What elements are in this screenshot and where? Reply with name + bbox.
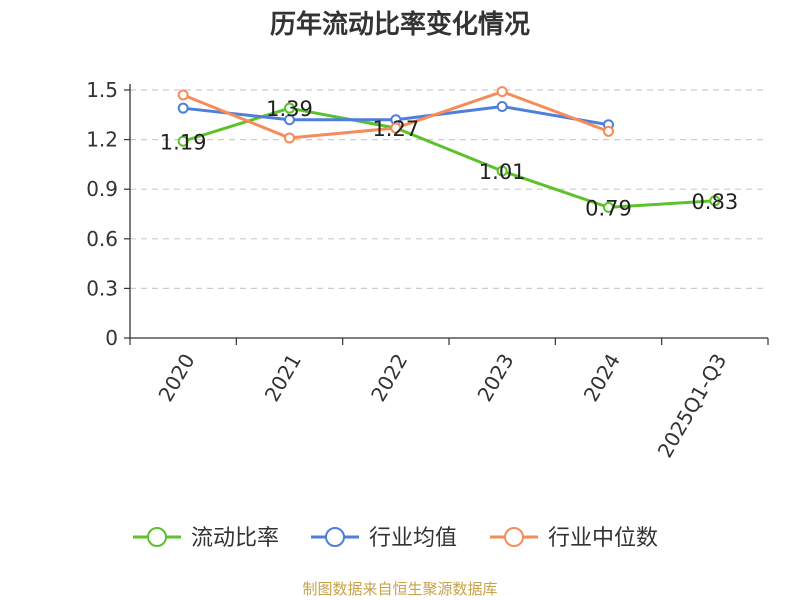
data-point	[603, 125, 614, 137]
y-tick-label: 0.9	[86, 177, 118, 201]
y-tick-label: 0.6	[86, 227, 118, 251]
legend-label: 行业中位数	[548, 526, 658, 551]
legend-marker	[504, 527, 524, 547]
legend-item: 行业均值	[311, 526, 457, 551]
x-tick-label: 2021	[260, 350, 306, 406]
legend-marker	[325, 527, 345, 547]
data-point	[177, 102, 189, 114]
data-point	[390, 122, 402, 134]
x-tick-label: 2022	[366, 350, 412, 406]
data-point	[284, 114, 295, 126]
data-labels: 1.19 1.39 1.27 1.01 0.79 0.83	[160, 97, 738, 220]
data-point	[496, 86, 508, 98]
series-group	[177, 86, 721, 213]
data-label: 1.01	[479, 160, 526, 184]
x-tick-label: 2024	[579, 350, 625, 406]
x-tick-label: 2023	[472, 349, 518, 405]
data-point	[177, 89, 189, 101]
source-note: 制图数据来自恒生聚源数据库	[302, 580, 497, 598]
legend: 流动比率 行业均值 行业中位数	[133, 526, 658, 551]
legend-label: 行业均值	[369, 526, 457, 551]
grid-lines	[130, 89, 768, 289]
data-point	[603, 201, 614, 213]
legend-label: 流动比率	[191, 526, 279, 551]
y-tick-label: 0	[105, 326, 118, 350]
data-label: 0.83	[691, 190, 738, 214]
data-label: 1.19	[160, 130, 207, 154]
data-point	[284, 102, 295, 114]
legend-item: 流动比率	[133, 526, 279, 551]
legend-marker	[147, 527, 167, 547]
data-point	[496, 165, 508, 177]
data-label: 1.39	[266, 97, 313, 121]
x-tick-label: 2025Q1-Q3	[653, 350, 732, 462]
x-tick-label: 2020	[153, 350, 199, 406]
data-label: 1.27	[372, 117, 419, 141]
data-point	[284, 132, 295, 144]
y-tick-label: 1.2	[86, 128, 118, 152]
y-tick-label: 0.3	[86, 276, 118, 300]
legend-item: 行业中位数	[490, 526, 658, 551]
data-point	[496, 101, 508, 113]
y-tick-label: 1.5	[86, 78, 118, 102]
series-line	[182, 106, 715, 209]
data-label: 0.79	[585, 196, 632, 220]
chart-title: 历年流动比率变化情况	[270, 9, 530, 40]
data-point	[709, 195, 721, 207]
data-point	[177, 135, 189, 147]
